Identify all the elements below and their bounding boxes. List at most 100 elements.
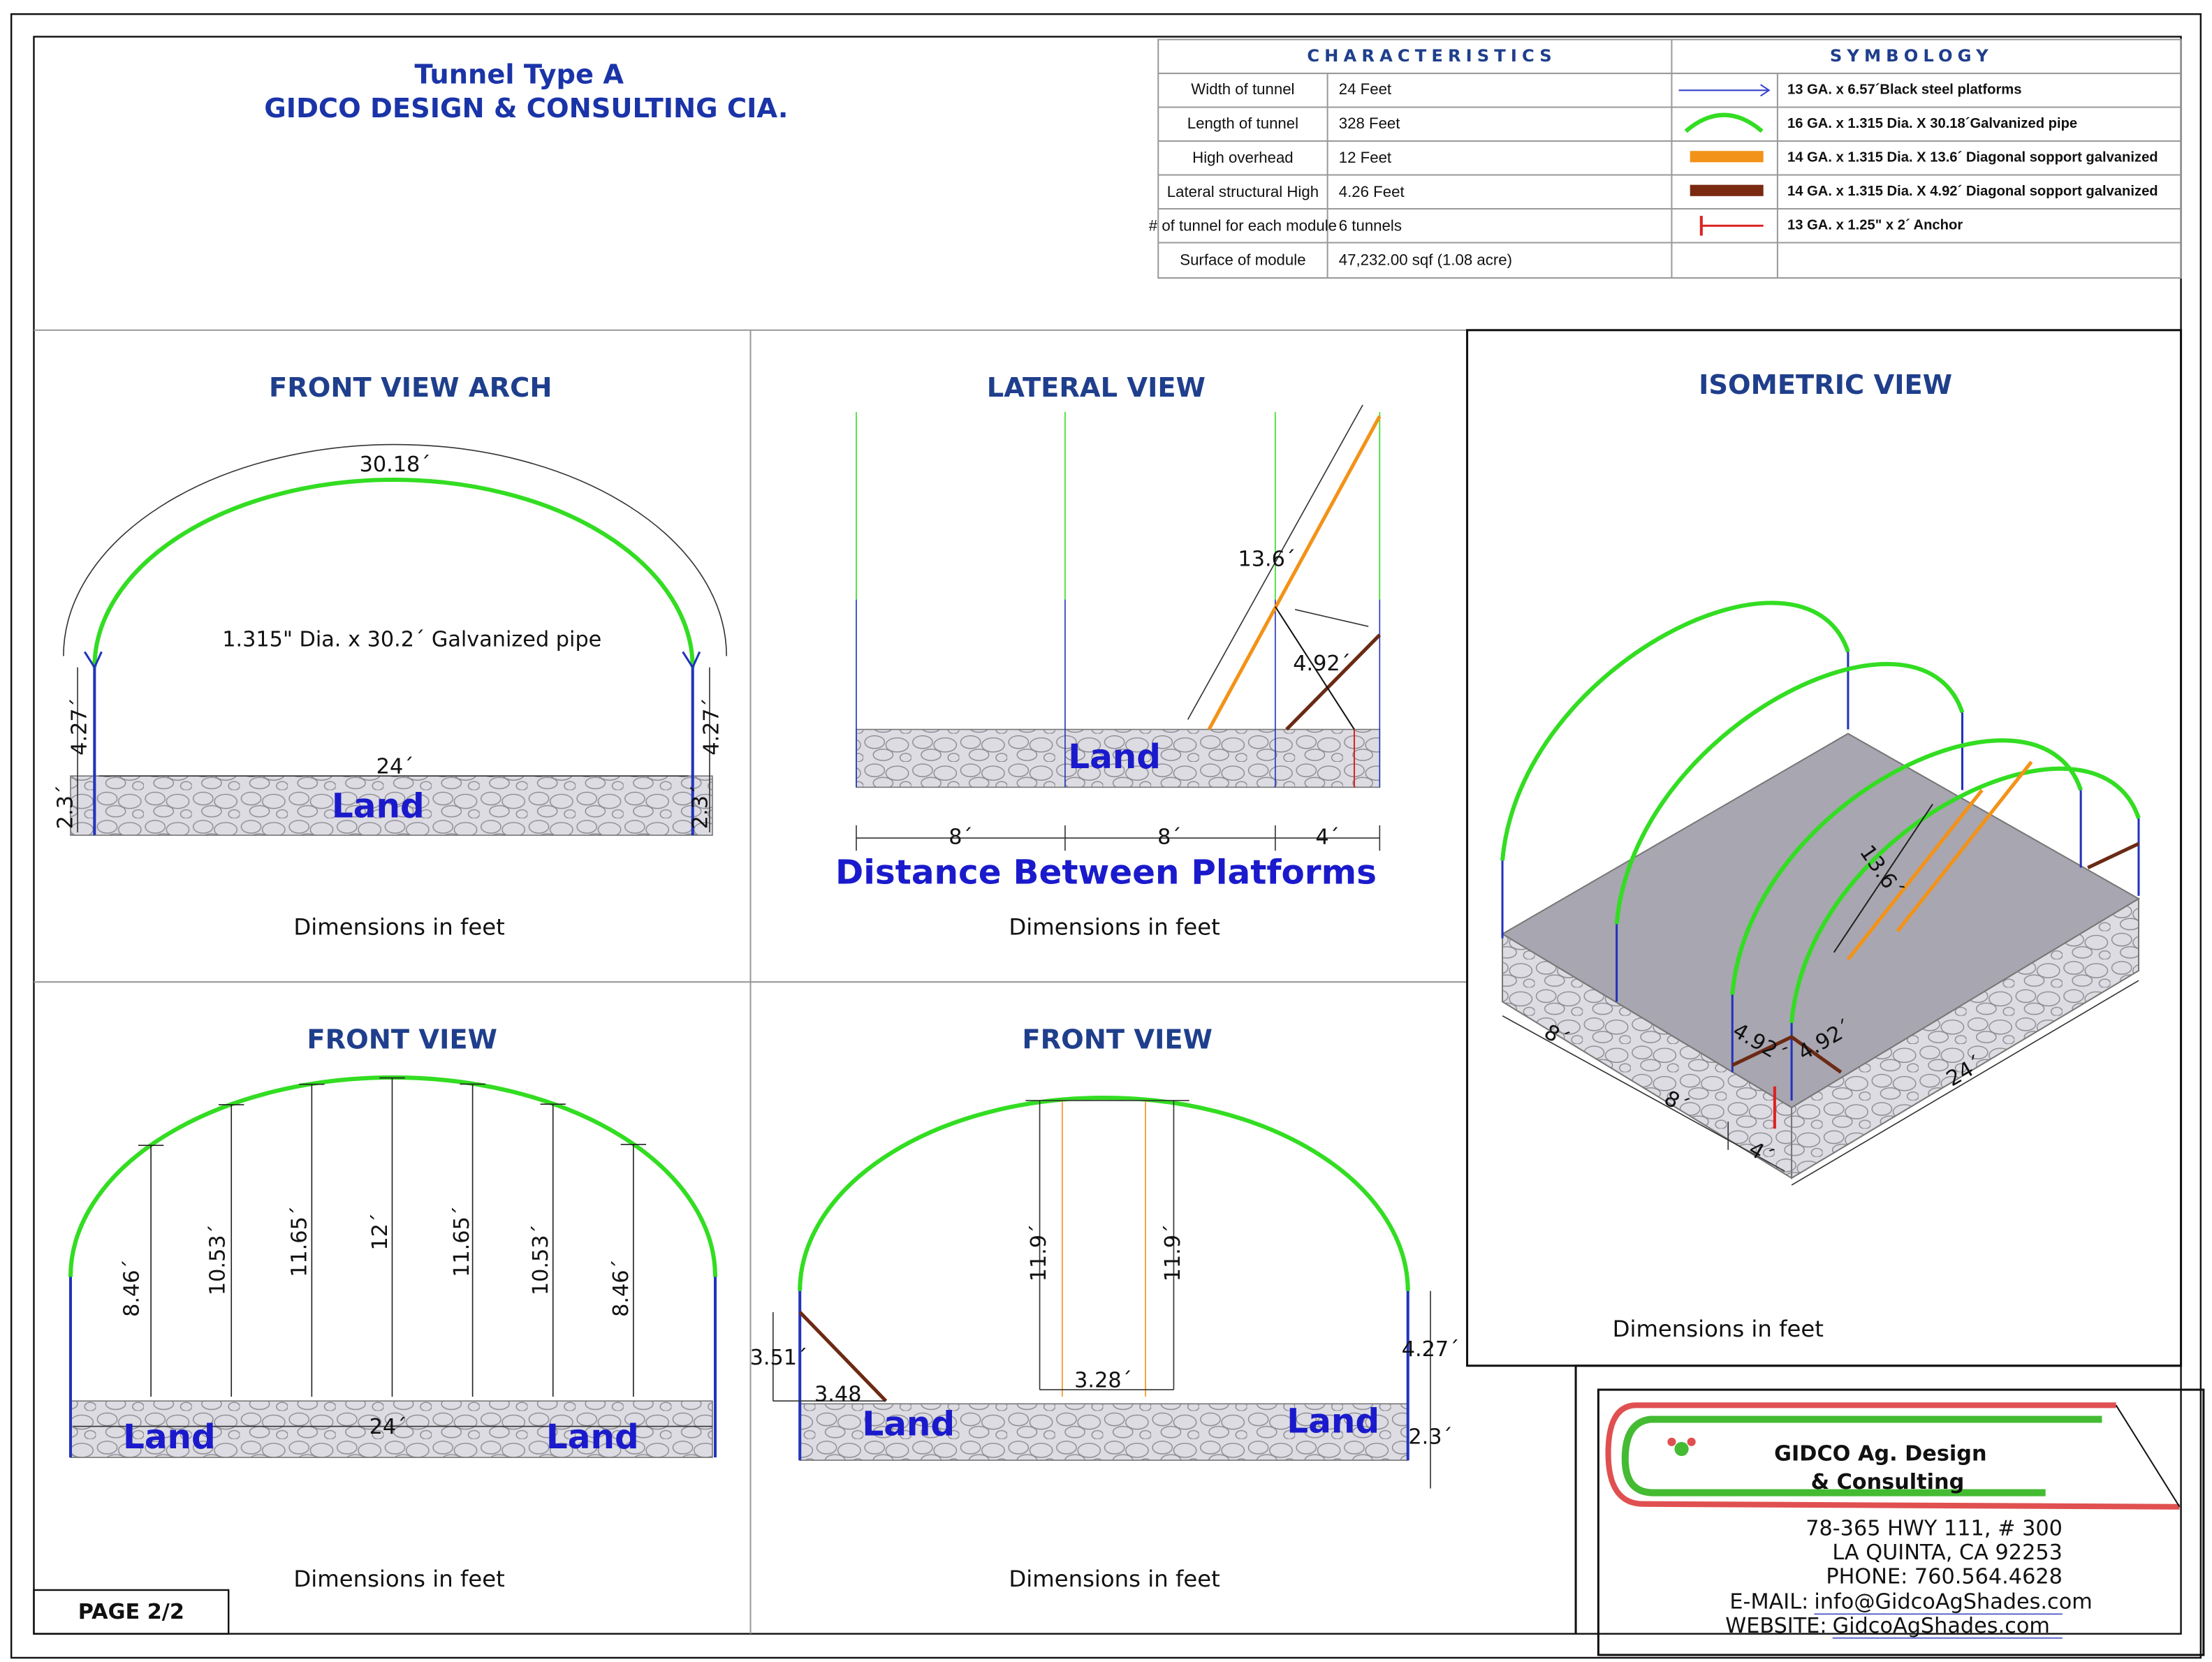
contact-label: WEBSITE: <box>1725 1614 1826 1638</box>
ground <box>799 1403 1409 1461</box>
logo-name: GIDCO Ag. Design <box>1774 1442 1986 1466</box>
dimension-label: 11.65´ <box>450 1206 474 1277</box>
diagonal-long <box>1207 415 1382 730</box>
symbol-label: 14 GA. x 1.315 Dia. X 4.92´ Diagonal sop… <box>1787 184 2158 199</box>
post <box>1501 652 1850 939</box>
link-underline <box>1814 1613 2063 1639</box>
logo-name: & Consulting <box>1811 1470 1965 1494</box>
brace <box>1275 606 1355 730</box>
view-title: FRONT VIEW <box>307 1024 497 1056</box>
dimension-label: 2.3´ <box>53 785 78 829</box>
post <box>798 1290 1409 1461</box>
post-tip <box>83 651 701 670</box>
view-note: Dimensions in feet <box>293 913 504 940</box>
height-line <box>540 1103 566 1397</box>
dimension-label: 4´ <box>1315 825 1339 850</box>
symbol-label: 14 GA. x 1.315 Dia. X 13.6´ Diagonal sop… <box>1787 150 2158 166</box>
title: Tunnel Type A <box>414 59 624 91</box>
dimension-label: 2.3´ <box>1408 1425 1452 1449</box>
dimension-line <box>772 1100 1431 1489</box>
dimension-label: 2.3´ <box>688 785 712 829</box>
dimension-label: 1.315" Dia. x 30.2´ Galvanized pipe <box>222 628 601 652</box>
row-label: Surface of module <box>1180 251 1305 269</box>
row-label: Width of tunnel <box>1191 80 1294 98</box>
symbols <box>1678 84 1771 236</box>
ground-label: Land <box>546 1418 639 1457</box>
ground-label: Land <box>862 1405 955 1444</box>
dimension-label: 11.9´ <box>1161 1224 1185 1282</box>
table-heading: SYMBOLOGY <box>1830 45 1993 66</box>
dimension-label: 11.65´ <box>288 1206 312 1277</box>
symbol-label: 13 GA. x 1.25" x 2´ Anchor <box>1787 218 1963 233</box>
view-title: ISOMETRIC VIEW <box>1699 369 1952 401</box>
dimension-label: 4.27´ <box>699 698 724 756</box>
page-label: PAGE 2/2 <box>78 1600 184 1624</box>
dimension-label: 12´ <box>368 1213 393 1251</box>
dimension-label: 24´ <box>369 1415 407 1439</box>
views <box>63 404 2141 1639</box>
arch <box>1614 661 1965 925</box>
dimension-label: 3.51´ <box>750 1346 808 1370</box>
diagonal-short <box>1285 633 1382 731</box>
view-note: Dimensions in feet <box>293 1566 504 1592</box>
height-line <box>219 1104 244 1397</box>
contact-label: E-MAIL: <box>1729 1590 1808 1615</box>
view-note: Dimensions in feet <box>1613 1316 1824 1342</box>
view-title: FRONT VIEW <box>1022 1024 1213 1056</box>
dimension-label: 3.28´ <box>1074 1368 1132 1392</box>
address-line: LA QUINTA, CA 92253 <box>1832 1540 2063 1565</box>
dimension-label: 8.46´ <box>609 1259 633 1317</box>
row-value: 6 tunnels <box>1339 217 1402 235</box>
row-value: 328 Feet <box>1339 115 1401 132</box>
logo-art <box>1605 1402 2181 1510</box>
row-label: High overhead <box>1192 149 1294 166</box>
row-value: 24 Feet <box>1339 80 1392 98</box>
height-line <box>620 1143 647 1397</box>
ground-label: Land <box>1068 737 1161 777</box>
pipe-lateral <box>856 411 1381 600</box>
ground-label: Land <box>1287 1402 1379 1441</box>
ground-label: Land <box>332 787 425 826</box>
arch <box>1789 766 2141 1024</box>
subtitle: GIDCO DESIGN & CONSULTING CIA. <box>264 93 788 124</box>
website-link[interactable]: GidcoAgShades.com <box>1833 1614 2050 1638</box>
dimension-line <box>1833 804 1933 953</box>
table-heading: CHARACTERISTICS <box>1307 45 1556 66</box>
height-line <box>299 1083 325 1397</box>
dimension-label: 11.9´ <box>1027 1224 1051 1282</box>
diagonal-short <box>798 1311 888 1402</box>
diagonal-short <box>1731 841 2140 1074</box>
dimension-label: 8´ <box>1157 825 1181 850</box>
dimension-line <box>77 667 710 833</box>
frame <box>10 13 2205 1659</box>
dimension-line <box>1187 404 1369 720</box>
post <box>68 1277 717 1458</box>
dimension-line <box>1502 980 2139 1186</box>
dimension-arc <box>63 443 727 656</box>
dimension-label: 10.53´ <box>206 1224 230 1295</box>
row-value: 47,232.00 sqf (1.08 acre) <box>1339 251 1512 269</box>
height-line <box>138 1145 164 1397</box>
dimension-label: 4.27´ <box>1402 1337 1460 1362</box>
arch <box>1730 738 2083 995</box>
dimension-label: 8.46´ <box>119 1259 144 1317</box>
characteristics-table <box>1157 38 2182 279</box>
row-label: Lateral structural High <box>1167 183 1319 200</box>
dimension-label: 4.27´ <box>68 698 92 756</box>
dimension-label: 3.48 <box>814 1383 861 1407</box>
view-title: FRONT VIEW ARCH <box>269 372 552 404</box>
post <box>1616 712 1964 1002</box>
height-line <box>379 1077 405 1397</box>
email-link[interactable]: info@GidcoAgShades.com <box>1814 1590 2092 1615</box>
ground-label: Land <box>123 1418 216 1457</box>
platform-side <box>1791 897 2139 1179</box>
symbol-label: 13 GA. x 6.57´Black steel platforms <box>1787 82 2021 98</box>
dimension-line <box>856 825 1381 851</box>
dimension-label: 4.92´ <box>1293 652 1351 676</box>
diagonal-long <box>1846 760 2033 961</box>
address-line: 78-365 HWY 111, # 300 <box>1806 1517 2063 1541</box>
address-line: PHONE: 760.564.4628 <box>1826 1564 2063 1589</box>
dimension-label: 13.6´ <box>1238 547 1296 572</box>
arch <box>1500 601 1850 861</box>
